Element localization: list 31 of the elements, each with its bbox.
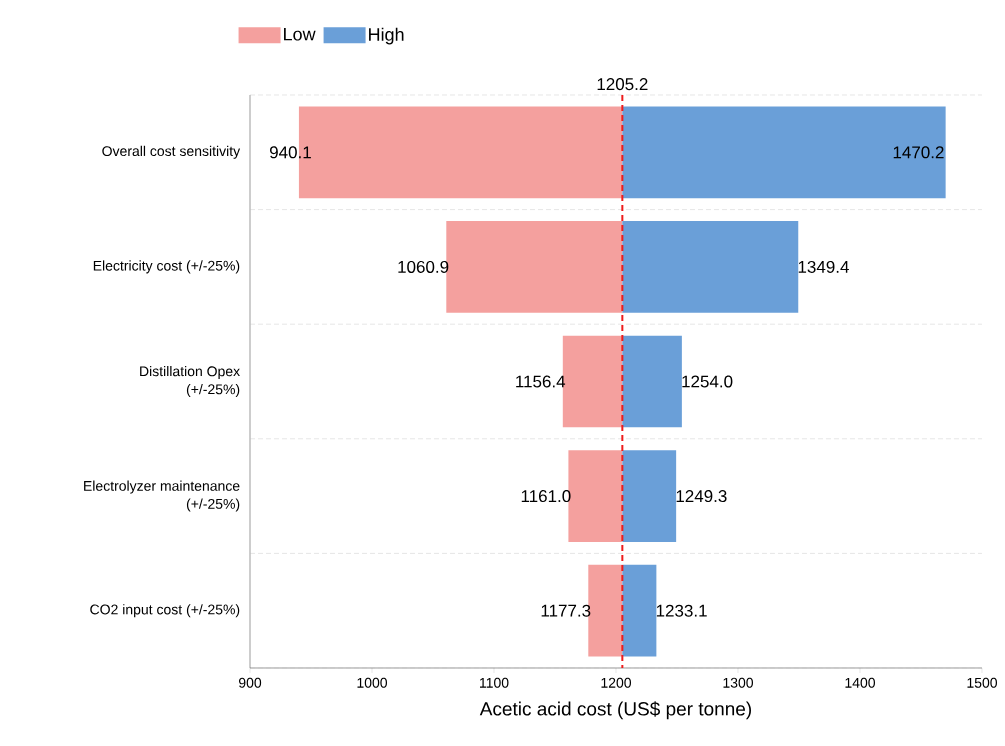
x-tick-label: 1400 <box>845 677 876 688</box>
x-tick-label: 1100 <box>480 677 509 688</box>
data-label: 1156.4 <box>516 375 566 388</box>
legend-label: Low <box>284 27 316 41</box>
bar <box>622 335 682 428</box>
y-tick-label: Electricity cost (+/-25%) <box>93 260 240 274</box>
data-label: 1161.0 <box>521 490 571 503</box>
x-axis-title: Acetic acid cost (US$ per tonne) <box>479 701 751 720</box>
data-label: 940.1 <box>269 146 311 159</box>
y-tick-label: Distillation Opex (+/-25%) <box>140 365 240 398</box>
y-tick-label: Overall cost sensitivity <box>102 145 241 159</box>
y-tick-label: CO2 input cost (+/-25%) <box>90 604 240 618</box>
data-label: 1177.3 <box>541 604 591 617</box>
x-tick-label: 1000 <box>357 677 388 688</box>
bar <box>622 564 657 657</box>
data-label: 1349.4 <box>798 260 849 273</box>
legend-label: High <box>369 27 404 45</box>
bar <box>622 106 946 199</box>
x-tick-label: 1500 <box>967 677 998 688</box>
x-tick-label: 900 <box>238 677 262 688</box>
y-tick-label: Electrolyzer maintenance (+/-25%) <box>84 480 240 512</box>
x-tick-label: 1300 <box>723 677 754 688</box>
bar <box>622 450 677 542</box>
data-label: 1254.0 <box>682 375 733 388</box>
data-label: 1249.3 <box>676 490 727 503</box>
x-tick-label: 1200 <box>601 677 632 688</box>
bar <box>622 221 799 313</box>
ref-line-label: 1205.2 <box>597 78 648 91</box>
data-label: 1470.2 <box>893 146 944 159</box>
data-label: 1060.9 <box>398 260 449 273</box>
data-label: 1233.1 <box>656 604 707 617</box>
